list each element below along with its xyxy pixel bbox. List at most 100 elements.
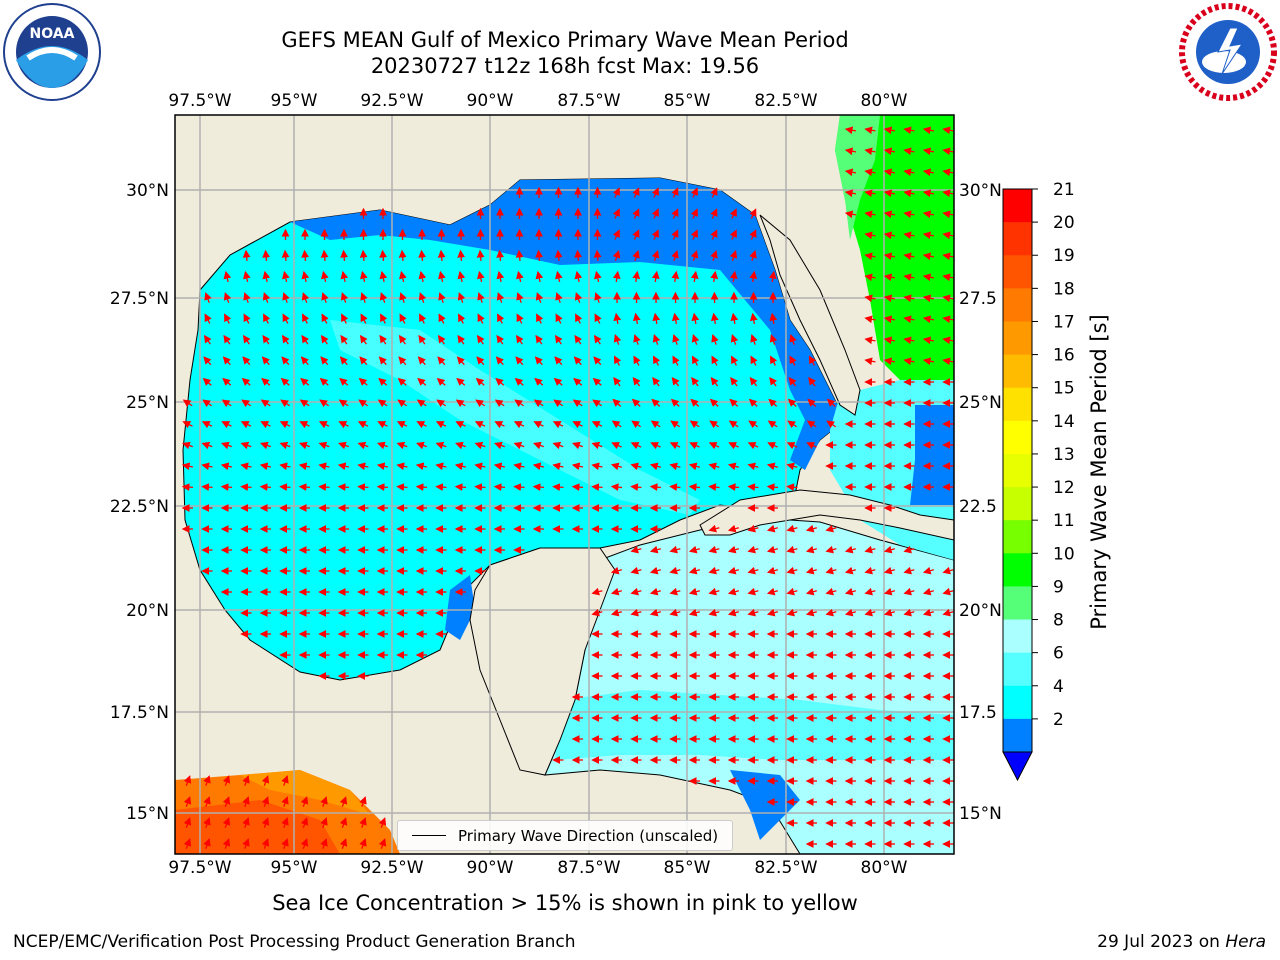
wave-arrow xyxy=(612,229,620,240)
wave-arrow xyxy=(261,356,270,366)
wave-arrow xyxy=(435,483,447,492)
colorbar-segment xyxy=(1003,222,1032,256)
colorbar-tick-label: 4 xyxy=(1053,677,1064,697)
wave-arrow xyxy=(437,249,446,262)
caribbean-blue-patch xyxy=(730,770,800,840)
wave-arrow xyxy=(710,312,719,325)
wave-arrow xyxy=(261,775,270,786)
wave-arrow xyxy=(318,483,330,492)
wave-arrow xyxy=(864,587,876,596)
wave-arrow xyxy=(222,817,231,828)
wave-arrow xyxy=(319,399,330,408)
wave-arrow xyxy=(593,334,602,345)
wave-arrow xyxy=(574,334,583,345)
wave-arrow xyxy=(766,566,778,575)
wave-arrow xyxy=(222,775,231,786)
noaa-logo-text: NOAA xyxy=(30,26,75,42)
wave-arrow xyxy=(494,421,505,429)
wave-arrow xyxy=(727,524,739,533)
wave-arrow xyxy=(533,421,544,429)
wave-arrow xyxy=(669,608,681,617)
wave-arrow xyxy=(591,608,603,617)
wave-arrow xyxy=(747,587,759,596)
wave-arrow xyxy=(592,377,602,386)
wave-arrow xyxy=(632,187,640,198)
wave-arrow xyxy=(224,313,232,324)
colorbar-segment xyxy=(1003,354,1032,389)
colorbar-tick-label: 9 xyxy=(1053,577,1064,597)
wave-arrow xyxy=(457,270,466,283)
wave-arrow xyxy=(612,250,621,261)
wave-arrow xyxy=(672,334,680,345)
wave-arrow xyxy=(359,249,368,262)
wave-arrow xyxy=(688,545,700,554)
wave-arrow xyxy=(672,355,680,366)
wave-arrow xyxy=(222,796,231,807)
wave-arrow xyxy=(650,420,661,429)
wave-arrow xyxy=(749,208,757,219)
wave-arrow xyxy=(221,399,232,408)
wave-arrow xyxy=(883,189,896,198)
wave-arrow xyxy=(220,483,233,492)
wave-arrow xyxy=(825,587,837,596)
wave-arrow xyxy=(572,441,583,450)
wave-arrow xyxy=(942,336,954,345)
wave-arrow xyxy=(651,250,660,261)
wave-arrow xyxy=(396,441,408,450)
wave-arrow xyxy=(301,249,310,262)
campeche-shelf xyxy=(445,575,475,640)
wave-arrow xyxy=(378,377,388,386)
wave-arrow xyxy=(533,441,544,450)
wave-arrow xyxy=(260,399,271,408)
wave-arrow xyxy=(279,483,291,492)
wave-arrow xyxy=(789,334,797,345)
wave-arrow xyxy=(922,294,935,303)
wave-arrow xyxy=(183,796,192,807)
wave-arrow xyxy=(903,357,915,366)
wave-arrow xyxy=(786,462,798,471)
wave-arrow xyxy=(688,566,700,575)
wave-arrow xyxy=(766,608,778,617)
wave-arrow xyxy=(337,483,350,492)
lon-tick-label: 85°W xyxy=(664,858,711,878)
wave-arrow xyxy=(611,420,622,429)
wave-arrow xyxy=(396,462,408,471)
wave-arrow xyxy=(671,229,679,240)
wave-arrow xyxy=(922,336,935,345)
wave-arrow xyxy=(242,334,251,345)
wave-arrow xyxy=(922,587,934,596)
wave-arrow xyxy=(262,270,271,283)
wave-arrow xyxy=(554,356,563,366)
wave-arrow xyxy=(789,355,797,366)
wave-arrow xyxy=(612,208,620,219)
wave-arrow xyxy=(787,420,798,429)
colorbar-tick-label: 21 xyxy=(1053,180,1075,200)
lat-tick-label: 17.5 xyxy=(959,703,997,723)
wave-arrow xyxy=(260,441,271,450)
wave-arrow xyxy=(903,336,915,345)
wave-arrow xyxy=(203,817,211,828)
wave-arrow xyxy=(457,334,466,345)
colorbar-tick-label: 19 xyxy=(1053,246,1075,266)
wave-arrow xyxy=(223,334,232,345)
wave-arrow xyxy=(534,377,544,386)
wave-arrow xyxy=(201,462,213,471)
wave-arrow xyxy=(418,292,427,303)
wave-arrow xyxy=(339,377,349,386)
wave-arrow xyxy=(610,483,623,492)
wave-arrow xyxy=(633,334,641,345)
wave-arrow xyxy=(299,399,310,408)
wave-arrow xyxy=(708,587,720,596)
wave-arrow xyxy=(183,817,192,828)
wave-arrow xyxy=(670,420,681,429)
wave-arrow xyxy=(378,817,387,828)
wave-arrow xyxy=(671,270,680,283)
wave-arrow xyxy=(493,462,506,471)
wave-arrow xyxy=(903,566,915,575)
wave-arrow xyxy=(689,420,700,429)
wave-arrow xyxy=(263,313,271,324)
wave-arrow xyxy=(787,398,797,407)
wave-arrow xyxy=(222,377,232,386)
wave-arrow xyxy=(903,126,915,135)
